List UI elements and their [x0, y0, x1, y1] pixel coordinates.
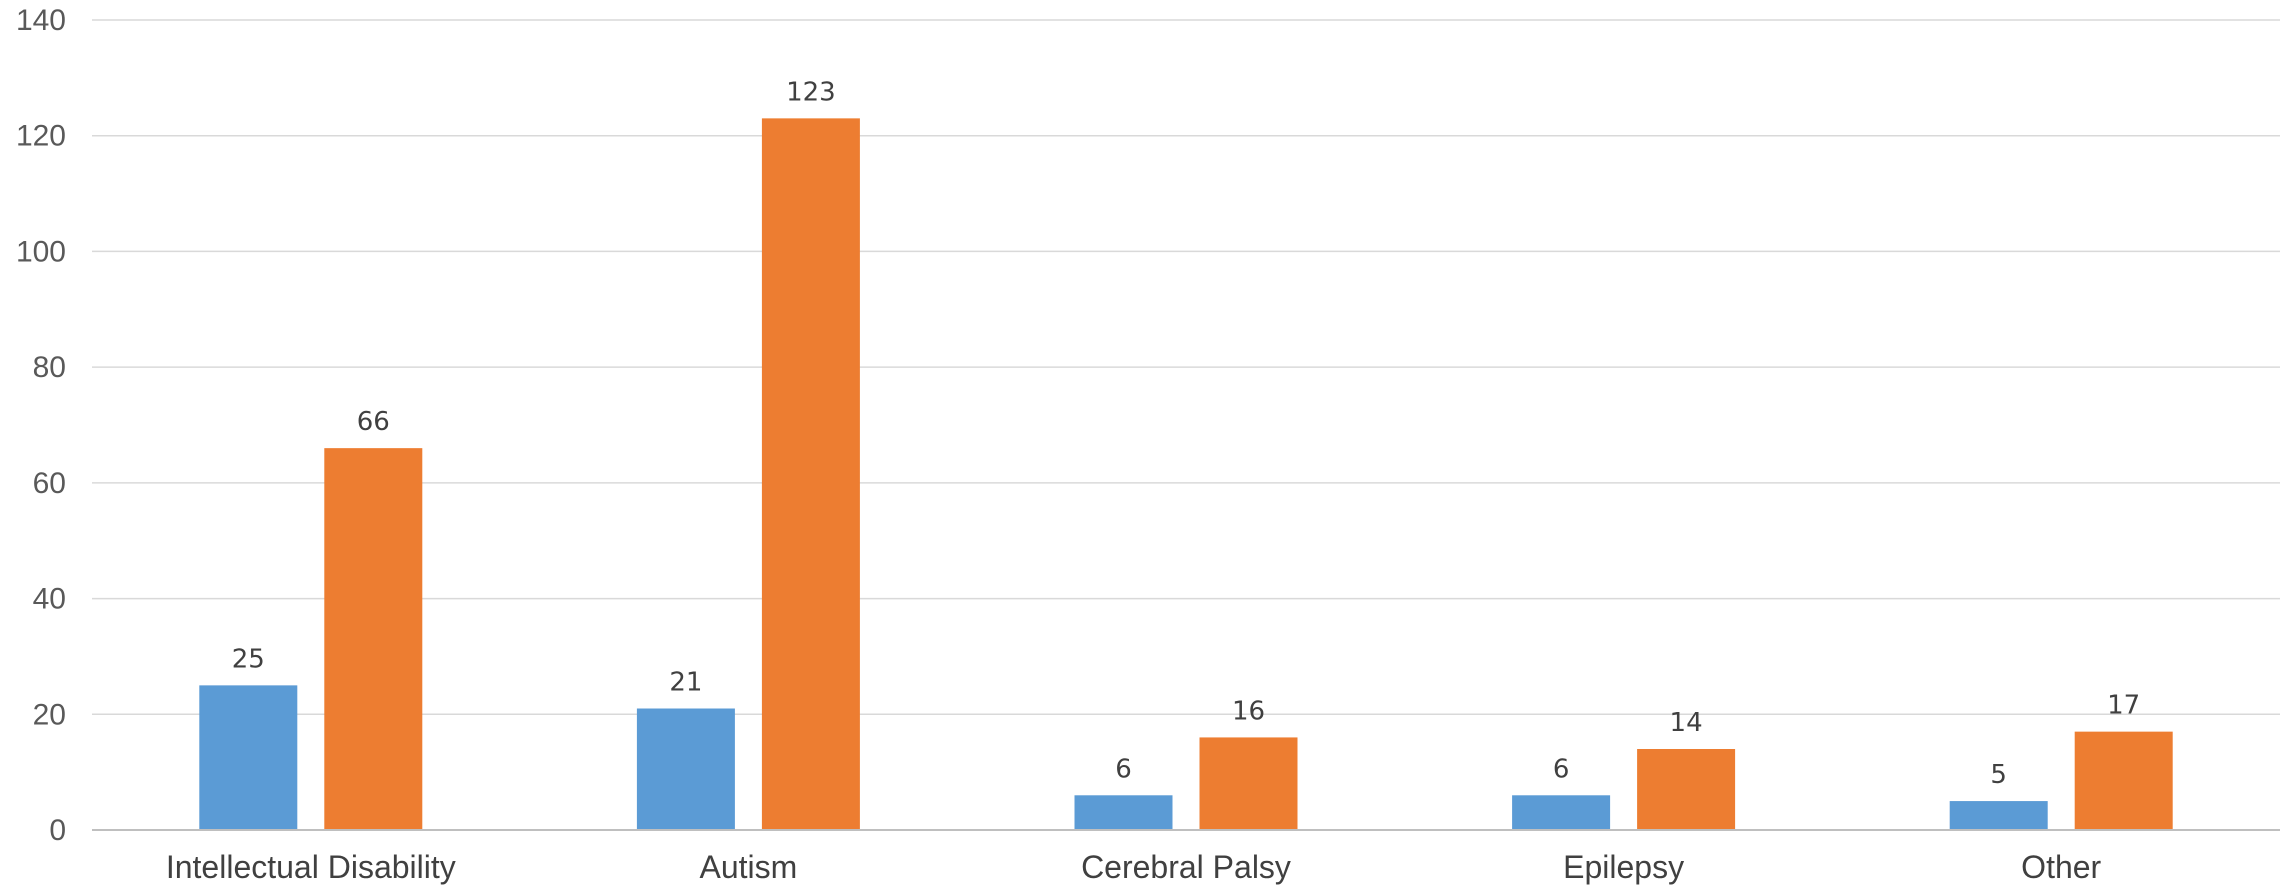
y-tick-label: 100 — [16, 235, 66, 268]
bar — [324, 448, 423, 830]
data-label: 21 — [669, 668, 702, 698]
bar — [1512, 795, 1611, 830]
data-label: 6 — [1553, 754, 1570, 784]
data-label: 5 — [1990, 760, 2007, 790]
y-tick-label: 0 — [49, 814, 66, 847]
data-label: 14 — [1670, 708, 1703, 738]
y-tick-label: 60 — [33, 467, 66, 500]
bar — [1199, 737, 1298, 830]
x-category-label: Epilepsy — [1563, 849, 1684, 885]
bars — [199, 118, 2173, 831]
gridlines — [92, 19, 2280, 716]
data-label: 16 — [1232, 696, 1265, 726]
bar — [199, 685, 298, 830]
bar — [1074, 795, 1173, 830]
y-tick-label: 80 — [33, 351, 66, 384]
data-label: 25 — [232, 644, 265, 674]
x-category-label: Autism — [700, 849, 798, 885]
data-label: 6 — [1115, 754, 1132, 784]
y-tick-label: 20 — [33, 698, 66, 731]
bar — [2074, 731, 2173, 830]
bar — [1637, 749, 1736, 830]
data-labels: 25 66 21 123 6 16 6 14 5 17 — [232, 77, 2140, 790]
bar — [1949, 801, 2048, 830]
x-category-label: Intellectual Disability — [166, 849, 456, 885]
data-label: 123 — [786, 77, 836, 107]
bar — [761, 118, 860, 831]
bar — [636, 708, 735, 830]
data-label: 17 — [2107, 691, 2140, 721]
x-category-label: Other — [2021, 849, 2101, 885]
x-category-label: Cerebral Palsy — [1081, 849, 1291, 885]
y-tick-label: 140 — [16, 4, 66, 37]
x-axis-categories: Intellectual Disability Autism Cerebral Pa… — [166, 849, 2102, 885]
data-label: 66 — [357, 407, 390, 437]
y-axis-ticks: 0 20 40 60 80 100 120 140 — [16, 4, 66, 847]
y-tick-label: 120 — [16, 120, 66, 153]
y-tick-label: 40 — [33, 583, 66, 616]
